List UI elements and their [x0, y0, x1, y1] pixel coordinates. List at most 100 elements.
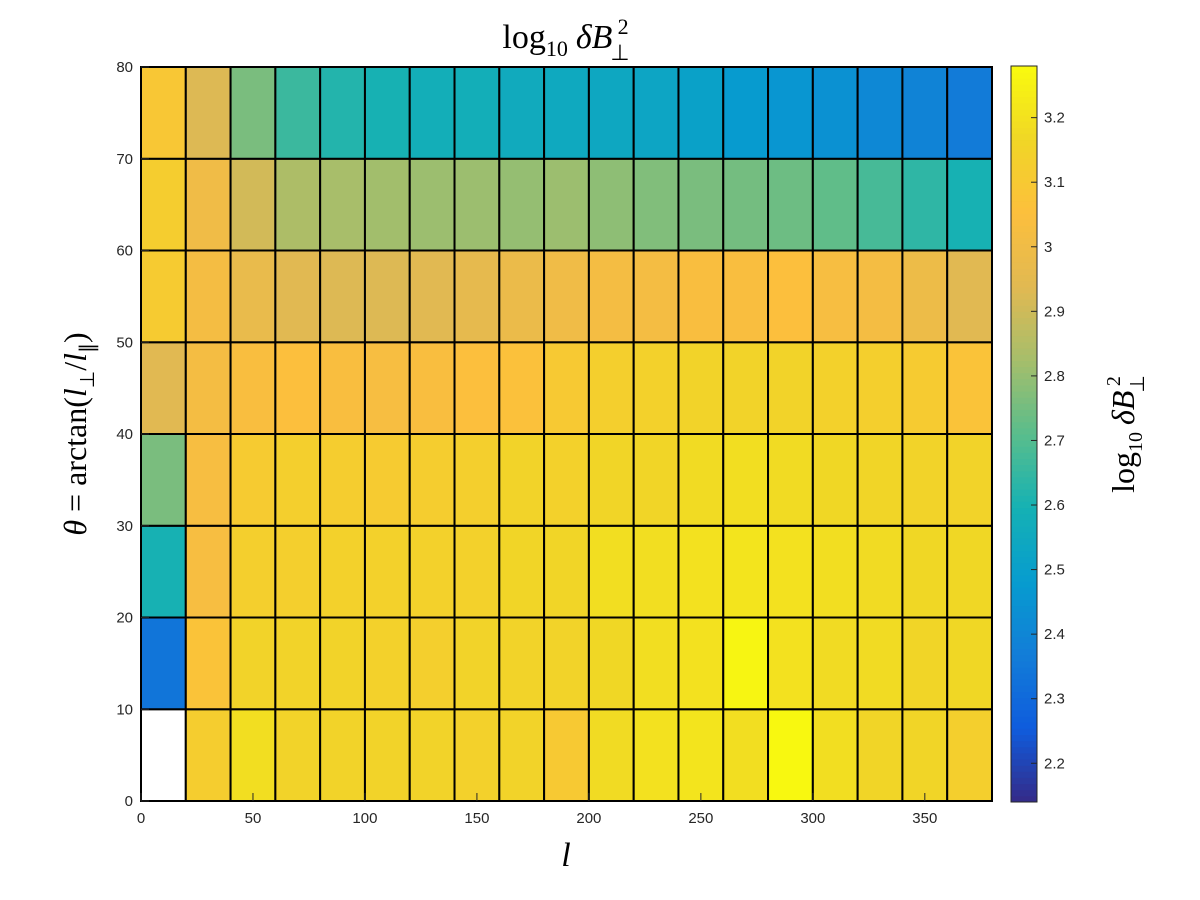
- colorbar-segment: [1011, 384, 1037, 392]
- colorbar-segment: [1011, 746, 1037, 754]
- colorbar-segment: [1011, 525, 1037, 533]
- colorbar-segment: [1011, 157, 1037, 165]
- x-tick-label: 50: [245, 810, 262, 827]
- colorbar-segment: [1011, 378, 1037, 386]
- colorbar-segment: [1011, 476, 1037, 484]
- colorbar-segment: [1011, 341, 1037, 349]
- heatmap-cell: [767, 341, 814, 435]
- colorbar-segment: [1011, 666, 1037, 674]
- heatmap-cell: [184, 708, 232, 802]
- y-tick-label: 50: [116, 334, 133, 351]
- colorbar-tick-label: 2.3: [1044, 691, 1065, 708]
- heatmap-cell: [319, 433, 366, 527]
- colorbar-tick-label: 2.4: [1044, 626, 1065, 643]
- colorbar-segment: [1011, 709, 1037, 717]
- y-tick-label: 0: [125, 793, 133, 810]
- colorbar-segment: [1011, 243, 1037, 251]
- heatmap-cell: [587, 341, 635, 435]
- heatmap-cell: [856, 708, 904, 802]
- colorbar-segment: [1011, 151, 1037, 159]
- heatmap-cell: [811, 66, 859, 160]
- heatmap-cell: [946, 66, 993, 160]
- heatmap-cell: [811, 341, 859, 435]
- colorbar-segment: [1011, 175, 1037, 184]
- colorbar-segment: [1011, 507, 1037, 515]
- heatmap-cell: [856, 66, 904, 160]
- heatmap-cell: [408, 433, 456, 527]
- heatmap-cell: [677, 249, 725, 344]
- heatmap-cell: [140, 341, 187, 435]
- heatmap-cell: [811, 708, 859, 802]
- heatmap-cell: [453, 249, 501, 344]
- colorbar-segment: [1011, 366, 1037, 374]
- heatmap-cell: [229, 708, 277, 802]
- colorbar-segment: [1011, 218, 1037, 226]
- heatmap-cell: [722, 616, 770, 711]
- x-tick-label: 0: [137, 810, 145, 827]
- heatmap-cell: [408, 341, 456, 435]
- colorbar-segment: [1011, 139, 1037, 147]
- heatmap-cell: [274, 433, 322, 527]
- heatmap-cell: [722, 524, 770, 619]
- chart-title: log10 δB⊥2: [502, 14, 629, 65]
- colorbar-tick-label: 3.2: [1044, 110, 1065, 127]
- heatmap-cell: [229, 616, 277, 711]
- colorbar-segment: [1011, 255, 1037, 263]
- heatmap-cell: [453, 708, 501, 802]
- heatmap-cell: [901, 524, 949, 619]
- heatmap-cell: [856, 249, 904, 344]
- heatmap-cell: [184, 524, 232, 619]
- heatmap-cell: [632, 249, 680, 344]
- colorbar-segment: [1011, 795, 1037, 803]
- heatmap-cell: [587, 433, 635, 527]
- heatmap-cell: [498, 157, 546, 252]
- y-tick-label: 10: [116, 701, 133, 718]
- colorbar-segment: [1011, 715, 1037, 723]
- heatmap-cell: [140, 708, 187, 802]
- heatmap-cell: [453, 157, 501, 252]
- heatmap-cell: [856, 524, 904, 619]
- colorbar-segment: [1011, 574, 1037, 582]
- heatmap-cell: [498, 433, 546, 527]
- colorbar-segment: [1011, 267, 1037, 276]
- heatmap-cell: [722, 341, 770, 435]
- heatmap-cell: [453, 66, 501, 160]
- colorbar-segment: [1011, 654, 1037, 662]
- colorbar-segment: [1011, 224, 1037, 233]
- colorbar-segment: [1011, 323, 1037, 331]
- colorbar-tick-label: 3.1: [1044, 174, 1065, 191]
- colorbar-segment: [1011, 286, 1037, 294]
- heatmap-cell: [632, 157, 680, 252]
- colorbar-segment: [1011, 703, 1037, 711]
- heatmap-cell: [229, 524, 277, 619]
- colorbar-segment: [1011, 274, 1037, 282]
- heatmap-cell: [811, 524, 859, 619]
- colorbar-segment: [1011, 65, 1037, 73]
- heatmap-cell: [184, 341, 232, 435]
- colorbar-segment: [1011, 562, 1037, 570]
- heatmap-cell: [632, 433, 680, 527]
- heatmap-cell: [677, 524, 725, 619]
- colorbar-segment: [1011, 304, 1037, 312]
- colorbar-segment: [1011, 531, 1037, 539]
- heatmap-cell: [587, 157, 635, 252]
- x-tick-label: 100: [352, 810, 377, 827]
- colorbar-segment: [1011, 500, 1037, 509]
- heatmap-cell: [811, 249, 859, 344]
- heatmap-cell: [140, 66, 187, 160]
- colorbar-segment: [1011, 77, 1037, 85]
- heatmap-cell: [274, 708, 322, 802]
- colorbar-segment: [1011, 599, 1037, 607]
- colorbar-segment: [1011, 721, 1037, 729]
- y-tick-label: 40: [116, 426, 133, 443]
- heatmap-cell: [363, 157, 411, 252]
- heatmap-cell: [901, 66, 949, 160]
- colorbar-segment: [1011, 770, 1037, 778]
- colorbar: [1010, 65, 1038, 803]
- heatmap-cell: [722, 433, 770, 527]
- heatmap-cell: [229, 433, 277, 527]
- colorbar-segment: [1011, 727, 1037, 736]
- heatmap-cell: [498, 708, 546, 802]
- colorbar-segment: [1011, 421, 1037, 429]
- heatmap-cell: [453, 524, 501, 619]
